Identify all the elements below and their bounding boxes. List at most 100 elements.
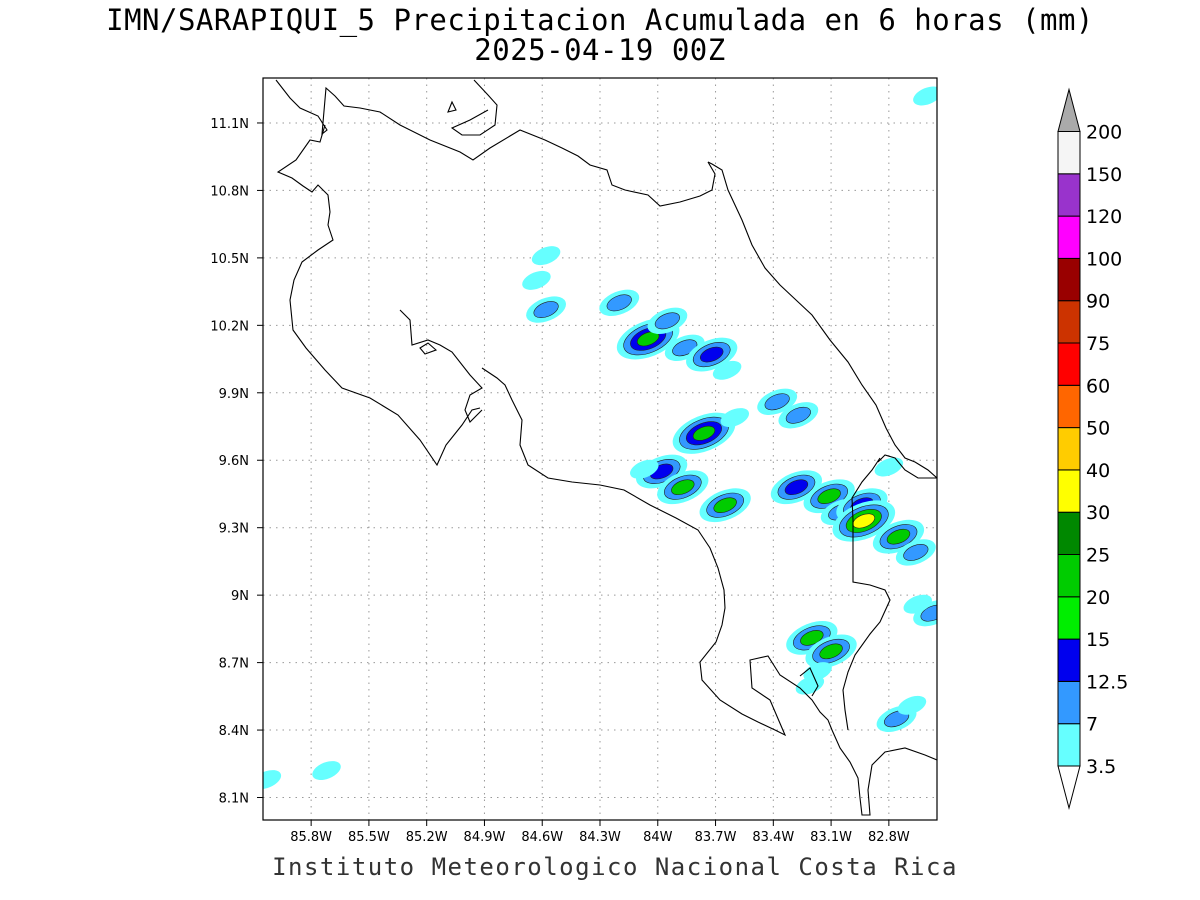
map-title: IMN/SARAPIQUI_5 Precipitacion Acumulada … bbox=[106, 3, 1094, 37]
precip-cell bbox=[903, 594, 932, 614]
precip-contour bbox=[764, 393, 790, 411]
precip-contour bbox=[636, 331, 660, 347]
colorbar-label: 30 bbox=[1086, 502, 1110, 524]
colorbar-label: 90 bbox=[1086, 291, 1110, 313]
precip-cell bbox=[897, 695, 927, 715]
precip-cell bbox=[913, 86, 937, 106]
precip-contour bbox=[913, 86, 937, 106]
colorbar-swatch bbox=[1057, 215, 1081, 259]
colorbar-swatch bbox=[1057, 257, 1081, 302]
colorbar-label: 25 bbox=[1086, 545, 1110, 567]
precip-contour bbox=[263, 770, 282, 789]
bocas-del-toro-coast bbox=[877, 454, 937, 479]
colorbar-label: 12.5 bbox=[1086, 671, 1128, 693]
latitude-labels: 8.1N 8.4N 8.7N 9N 9.3N 9.6N 9.9N 10.2N 10.5N 10.8… bbox=[210, 117, 263, 807]
precip-cell bbox=[599, 289, 640, 317]
lake-nicaragua-east bbox=[450, 79, 498, 136]
precip-contour bbox=[522, 270, 551, 290]
gridlines bbox=[263, 78, 937, 820]
colorbar-label: 15 bbox=[1086, 629, 1110, 651]
precip-contour bbox=[903, 594, 932, 614]
colorbar-swatch bbox=[1057, 596, 1081, 640]
colorbar-label: 50 bbox=[1086, 418, 1110, 440]
precip-contour bbox=[671, 479, 695, 496]
precip-cell bbox=[874, 457, 904, 477]
caribbean-coast bbox=[707, 161, 937, 479]
precip-cell bbox=[672, 412, 736, 454]
precip-contour bbox=[533, 301, 559, 319]
precip-contour bbox=[800, 630, 824, 646]
lon-tick-label: 85.2W bbox=[406, 830, 448, 845]
chira-island bbox=[419, 342, 438, 355]
lon-tick-label: 84.3W bbox=[579, 830, 621, 845]
colorbar-swatch bbox=[1057, 638, 1081, 682]
colorbar-swatch bbox=[1057, 427, 1081, 471]
precip-contour bbox=[692, 425, 716, 441]
precip-cell bbox=[531, 246, 561, 266]
lat-tick-label: 10.2N bbox=[210, 319, 249, 334]
precip-cell bbox=[803, 662, 832, 682]
precip-contour bbox=[897, 695, 927, 715]
colorbar-swatch bbox=[1057, 554, 1081, 598]
colorbar-label: 60 bbox=[1086, 375, 1110, 397]
lon-tick-label: 85.5W bbox=[348, 830, 390, 845]
colorbar-label: 40 bbox=[1086, 460, 1110, 482]
colorbar-swatch bbox=[1057, 173, 1081, 217]
lat-tick-label: 9.9N bbox=[219, 387, 249, 402]
precip-cell bbox=[686, 337, 738, 372]
colorbar-swatch bbox=[1057, 384, 1081, 429]
precip-contour bbox=[886, 528, 911, 545]
precip-cell bbox=[657, 470, 709, 505]
pacific-coast-north bbox=[276, 124, 481, 467]
colorbar-swatch bbox=[1057, 723, 1081, 767]
precip-cell bbox=[263, 770, 282, 789]
colorbar: 3.5 7 12.5 15 20 25 30 40 50 60 75 90 100 120 150 200 bbox=[1057, 87, 1128, 810]
precip-contour bbox=[630, 459, 659, 479]
precip-contour bbox=[654, 312, 680, 330]
central-pacific-coast bbox=[481, 367, 937, 816]
lat-tick-label: 9.6N bbox=[219, 454, 249, 469]
colorbar-label: 120 bbox=[1086, 206, 1122, 228]
longitude-labels: 85.8W 85.5W 85.2W 84.9W 84.6W 84.3W 84W 83.7W 83… bbox=[290, 820, 910, 845]
lat-tick-label: 8.1N bbox=[219, 792, 249, 807]
lon-tick-label: 83.7W bbox=[695, 830, 737, 845]
colorbar-label: 150 bbox=[1086, 164, 1122, 186]
precip-contour bbox=[785, 406, 811, 424]
precip-cell bbox=[805, 634, 857, 669]
precip-contour bbox=[712, 360, 742, 380]
lat-tick-label: 9.3N bbox=[219, 522, 249, 537]
lon-tick-label: 84.9W bbox=[464, 830, 506, 845]
lon-tick-label: 83.4W bbox=[752, 830, 794, 845]
colorbar-above-arrow bbox=[1057, 87, 1081, 132]
precip-cell bbox=[778, 402, 819, 429]
colorbar-label: 75 bbox=[1086, 333, 1110, 355]
map-valid-time: 2025-04-19 00Z bbox=[474, 33, 726, 67]
colorbar-label: 100 bbox=[1086, 248, 1122, 270]
precip-cell bbox=[647, 307, 688, 335]
osa-peninsula bbox=[799, 667, 819, 697]
precip-cell bbox=[522, 270, 551, 290]
lat-tick-label: 10.8N bbox=[210, 184, 249, 199]
precip-contour bbox=[784, 479, 809, 496]
precip-cell bbox=[630, 459, 659, 479]
precip-contour bbox=[819, 643, 843, 660]
panama-border bbox=[842, 457, 891, 731]
footer-credit: Instituto Meteorologico Nacional Costa R… bbox=[272, 853, 958, 881]
colorbar-swatch bbox=[1057, 511, 1081, 556]
lat-tick-label: 10.5N bbox=[210, 252, 249, 267]
precip-cell bbox=[699, 488, 751, 523]
colorbar-swatch bbox=[1057, 469, 1081, 513]
precip-cell bbox=[895, 539, 936, 566]
lat-tick-label: 8.4N bbox=[219, 724, 249, 739]
precip-contour bbox=[803, 662, 832, 682]
precip-contour bbox=[720, 408, 750, 427]
precip-cell bbox=[832, 500, 896, 542]
precip-contour bbox=[920, 604, 937, 622]
precip-contour bbox=[606, 294, 632, 312]
precip-contour bbox=[874, 457, 904, 477]
precip-cell bbox=[757, 388, 798, 415]
precip-cell bbox=[616, 318, 680, 360]
precip-cell bbox=[712, 360, 742, 380]
colorbar-label: 7 bbox=[1086, 714, 1098, 736]
